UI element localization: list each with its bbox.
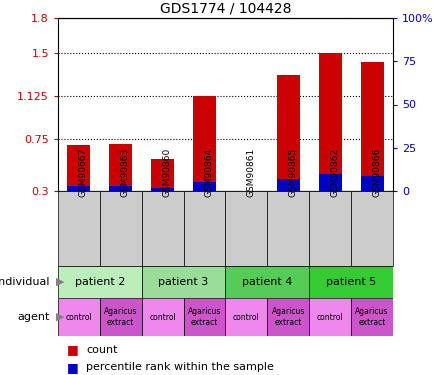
Text: control: control: [149, 312, 176, 321]
Text: control: control: [66, 312, 92, 321]
Bar: [151, 188, 174, 191]
Bar: [58, 298, 100, 336]
Bar: [309, 191, 350, 266]
Text: patient 5: patient 5: [325, 277, 375, 287]
Bar: [183, 298, 225, 336]
Text: GSM90861: GSM90861: [246, 148, 255, 197]
Bar: [225, 266, 309, 298]
Text: ▶: ▶: [56, 312, 64, 322]
Bar: [109, 186, 132, 191]
Bar: [58, 191, 100, 266]
Bar: [109, 144, 132, 191]
Text: GSM90860: GSM90860: [162, 148, 171, 197]
Bar: [225, 191, 267, 266]
Text: count: count: [86, 345, 118, 355]
Text: GSM90862: GSM90862: [329, 148, 339, 197]
Text: Agaricus
extract: Agaricus extract: [271, 307, 304, 327]
Bar: [267, 298, 309, 336]
Text: agent: agent: [17, 312, 49, 322]
Text: percentile rank within the sample: percentile rank within the sample: [86, 362, 273, 372]
Bar: [318, 53, 341, 191]
Bar: [309, 298, 350, 336]
Bar: [267, 191, 309, 266]
Text: control: control: [316, 312, 343, 321]
Title: GDS1774 / 104428: GDS1774 / 104428: [159, 2, 291, 15]
Bar: [141, 298, 183, 336]
Text: GSM90863: GSM90863: [121, 148, 129, 197]
Bar: [309, 266, 392, 298]
Text: GSM90667: GSM90667: [79, 148, 88, 197]
Text: control: control: [233, 312, 259, 321]
Bar: [183, 191, 225, 266]
Bar: [318, 174, 341, 191]
Text: patient 4: patient 4: [242, 277, 292, 287]
Bar: [350, 191, 392, 266]
Bar: [276, 75, 299, 191]
Text: GSM90865: GSM90865: [288, 148, 296, 197]
Text: GSM90864: GSM90864: [204, 148, 213, 197]
Text: ■: ■: [66, 343, 78, 356]
Text: ■: ■: [66, 361, 78, 374]
Bar: [350, 298, 392, 336]
Bar: [58, 266, 141, 298]
Text: ▶: ▶: [56, 277, 64, 287]
Bar: [100, 298, 141, 336]
Bar: [360, 176, 383, 191]
Bar: [100, 191, 141, 266]
Bar: [276, 180, 299, 191]
Text: Agaricus
extract: Agaricus extract: [104, 307, 137, 327]
Text: Agaricus
extract: Agaricus extract: [187, 307, 221, 327]
Text: Agaricus
extract: Agaricus extract: [355, 307, 388, 327]
Bar: [193, 182, 216, 191]
Bar: [67, 145, 90, 191]
Bar: [67, 186, 90, 191]
Bar: [360, 62, 383, 191]
Text: GSM90866: GSM90866: [371, 148, 380, 197]
Bar: [141, 266, 225, 298]
Bar: [141, 191, 183, 266]
Text: patient 2: patient 2: [75, 277, 125, 287]
Bar: [193, 96, 216, 191]
Text: patient 3: patient 3: [158, 277, 208, 287]
Bar: [225, 298, 267, 336]
Text: individual: individual: [0, 277, 49, 287]
Bar: [151, 159, 174, 191]
